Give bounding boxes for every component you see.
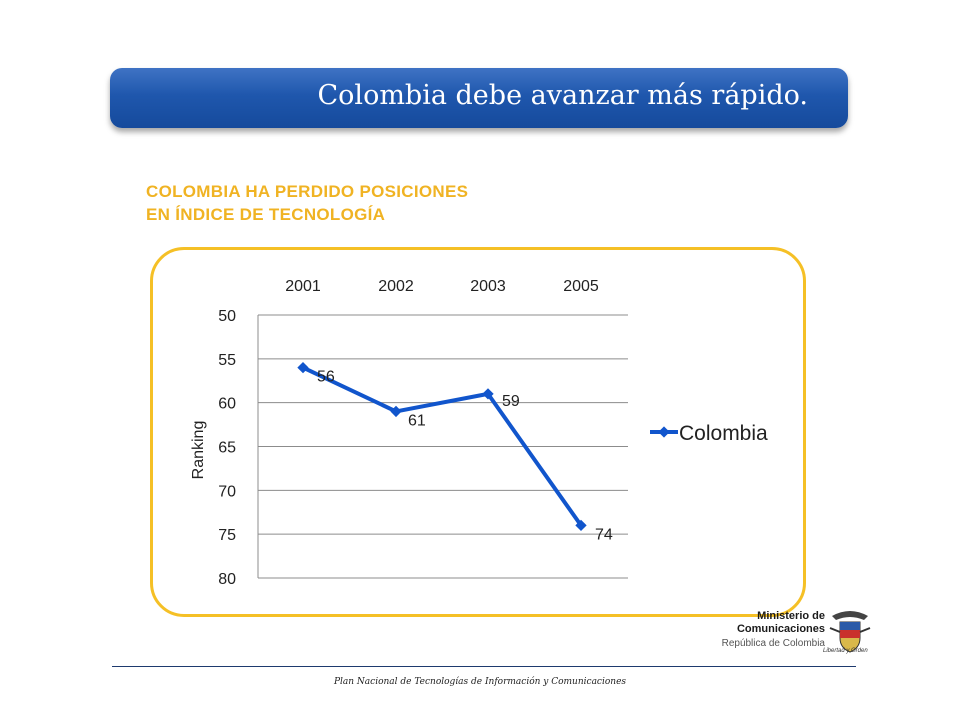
data-point xyxy=(482,388,494,400)
ministry-country: República de Colombia xyxy=(721,638,825,649)
title-banner: Colombia debe avanzar más rápido. xyxy=(110,68,848,128)
data-label: 59 xyxy=(502,393,520,410)
footer-text: Plan Nacional de Tecnologías de Informac… xyxy=(333,677,627,687)
x-tick-label: 2003 xyxy=(470,278,506,295)
x-tick-label: 2002 xyxy=(378,278,414,295)
data-label: 74 xyxy=(595,526,613,543)
data-label: 56 xyxy=(317,369,335,386)
data-point xyxy=(297,361,309,374)
chart-frame xyxy=(150,247,806,617)
y-tick-label: 55 xyxy=(218,352,236,369)
y-axis-title: Ranking xyxy=(190,421,207,480)
coat-of-arms-icon xyxy=(829,611,871,653)
x-tick-label: 2005 xyxy=(563,278,599,295)
y-tick-label: 75 xyxy=(218,527,236,544)
y-tick-label: 65 xyxy=(218,440,236,457)
x-tick-label: 2001 xyxy=(285,278,321,295)
slide-title: Colombia debe avanzar más rápido. xyxy=(317,80,808,111)
y-tick-label: 50 xyxy=(218,308,236,325)
data-label: 61 xyxy=(408,412,426,429)
data-point xyxy=(390,405,402,418)
series-line-colombia xyxy=(302,365,583,527)
data-point xyxy=(575,519,587,532)
y-tick-label: 70 xyxy=(218,483,236,500)
subtitle-line-1: COLOMBIA HA PERDIDO POSICIONES xyxy=(146,182,469,201)
ministry-name-line-1: Ministerio de xyxy=(757,610,825,622)
chart-subtitle: COLOMBIA HA PERDIDO POSICIONES EN ÍNDICE… xyxy=(146,180,468,226)
footer-divider xyxy=(112,666,856,667)
y-tick-label: 60 xyxy=(218,396,236,413)
ministry-logo-text: Ministerio de Comunicaciones República d… xyxy=(700,610,825,649)
seal-motto: Libertad y Orden xyxy=(823,648,868,654)
legend-swatch-marker xyxy=(658,426,670,438)
legend-label: Colombia xyxy=(679,422,768,445)
ministry-name-line-2: Comunicaciones xyxy=(736,623,825,635)
subtitle-line-2: EN ÍNDICE DE TECNOLOGÍA xyxy=(146,205,386,224)
y-tick-label: 80 xyxy=(218,571,236,588)
